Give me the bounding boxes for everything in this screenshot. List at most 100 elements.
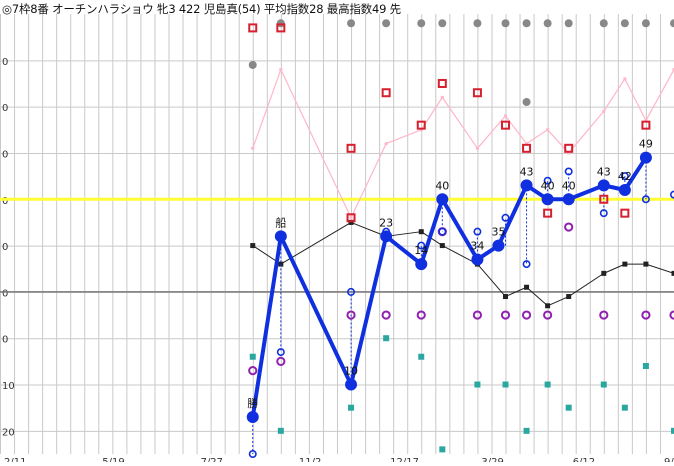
- marker-circle-purple: [383, 311, 390, 318]
- data-label: 10: [344, 365, 358, 378]
- marker-gray: [621, 19, 629, 27]
- grid: [0, 14, 674, 454]
- chart-title: ◎7枠8番 オーチンハラショウ 牝3 422 児島真(54) 平均指数28 最高…: [2, 1, 401, 17]
- series-point-best: [504, 114, 507, 117]
- series-point-best: [350, 216, 353, 219]
- marker-square-teal: [439, 446, 445, 452]
- data-label: 43: [597, 165, 611, 178]
- marker-square-teal: [622, 405, 628, 411]
- series-point-avg: [622, 262, 627, 267]
- marker-gray: [473, 19, 481, 27]
- y-tick-label: 0: [2, 103, 8, 114]
- marker-gray: [600, 19, 608, 27]
- series-point-best: [441, 96, 444, 99]
- marker-square-teal: [250, 354, 256, 360]
- x-tick-label: 5/19: [102, 457, 124, 462]
- y-tick-label: 0: [2, 57, 8, 68]
- data-label: 49: [639, 138, 653, 151]
- series-point-avg: [524, 285, 529, 290]
- series-point-main: [619, 184, 631, 196]
- marker-gray: [670, 19, 674, 27]
- series-point-avg: [545, 303, 550, 308]
- marker-gray: [417, 19, 425, 27]
- marker-square-red: [523, 145, 530, 152]
- y-tick-label: 0: [2, 335, 8, 346]
- series-point-main: [492, 240, 504, 252]
- series-point-best: [546, 128, 549, 131]
- series-point-avg: [503, 294, 508, 299]
- data-label: 40: [541, 179, 555, 192]
- data-label: 勝: [247, 396, 258, 410]
- marker-square-teal: [643, 363, 649, 369]
- marker-square-teal: [474, 382, 480, 388]
- y-tick-label: 20: [2, 427, 15, 438]
- series-point-main: [436, 193, 448, 205]
- series-point-avg: [601, 271, 606, 276]
- marker-gray: [249, 61, 257, 69]
- x-tick-label: 11/2: [299, 457, 321, 462]
- marker-square-teal: [278, 428, 284, 434]
- marker-gray: [347, 19, 355, 27]
- marker-square-teal: [503, 382, 509, 388]
- y-tick-label: 0: [2, 242, 8, 253]
- series-point-best: [476, 147, 479, 150]
- data-label: 40: [435, 179, 449, 192]
- series-point-main: [563, 193, 575, 205]
- marker-circle-purple: [565, 223, 572, 230]
- series-point-avg: [250, 243, 255, 248]
- marker-square-teal: [383, 335, 389, 341]
- x-tick-label: 2/11: [4, 457, 26, 462]
- x-tick-label: 7/27: [201, 457, 223, 462]
- marker-gray: [523, 98, 531, 106]
- data-label: 35: [491, 226, 505, 239]
- series-point-main: [542, 193, 554, 205]
- marker-circle-purple: [523, 311, 530, 318]
- marker-gray: [502, 19, 510, 27]
- x-tick-label: 3/29: [481, 457, 503, 462]
- data-label: 船: [275, 215, 286, 229]
- marker-square-teal: [418, 354, 424, 360]
- marker-circle-purple: [670, 311, 674, 318]
- series-point-avg: [643, 262, 648, 267]
- series-point-best: [251, 147, 254, 150]
- data-label: 40: [562, 179, 576, 192]
- y-tick-label: 10: [2, 381, 15, 392]
- x-tick-label: 9/14: [664, 457, 674, 462]
- marker-square-red: [383, 89, 390, 96]
- series-point-main: [345, 379, 357, 391]
- y-tick-label: 0: [2, 196, 8, 207]
- series-point-main: [247, 411, 259, 423]
- series-point-main: [471, 253, 483, 265]
- marker-square-teal: [348, 405, 354, 411]
- marker-square-red: [621, 210, 628, 217]
- marker-square-teal: [601, 382, 607, 388]
- marker-gray: [544, 19, 552, 27]
- series-point-best: [623, 77, 626, 80]
- marker-square-red: [439, 80, 446, 87]
- data-label: 23: [379, 216, 393, 229]
- data-label: 42: [618, 170, 632, 183]
- series-point-best: [279, 68, 282, 71]
- series-point-main: [415, 258, 427, 270]
- series-point-main: [275, 230, 287, 242]
- marker-gray: [438, 19, 446, 27]
- y-tick-label: 0: [2, 288, 8, 299]
- marker-square-teal: [545, 382, 551, 388]
- marker-gray: [565, 19, 573, 27]
- data-label: 14: [414, 244, 428, 257]
- series-point-avg: [440, 243, 445, 248]
- series-point-avg: [419, 229, 424, 234]
- series-point-main: [598, 179, 610, 191]
- marker-gray: [523, 19, 531, 27]
- series-point-main: [380, 230, 392, 242]
- series-point-main: [521, 179, 533, 191]
- marker-gray: [382, 19, 390, 27]
- y-tick-label: 0: [2, 149, 8, 160]
- series-point-avg: [566, 294, 571, 299]
- data-label: 34: [470, 239, 484, 252]
- marker-gray: [642, 19, 650, 27]
- series-point-best: [385, 142, 388, 145]
- series-point-best: [602, 110, 605, 113]
